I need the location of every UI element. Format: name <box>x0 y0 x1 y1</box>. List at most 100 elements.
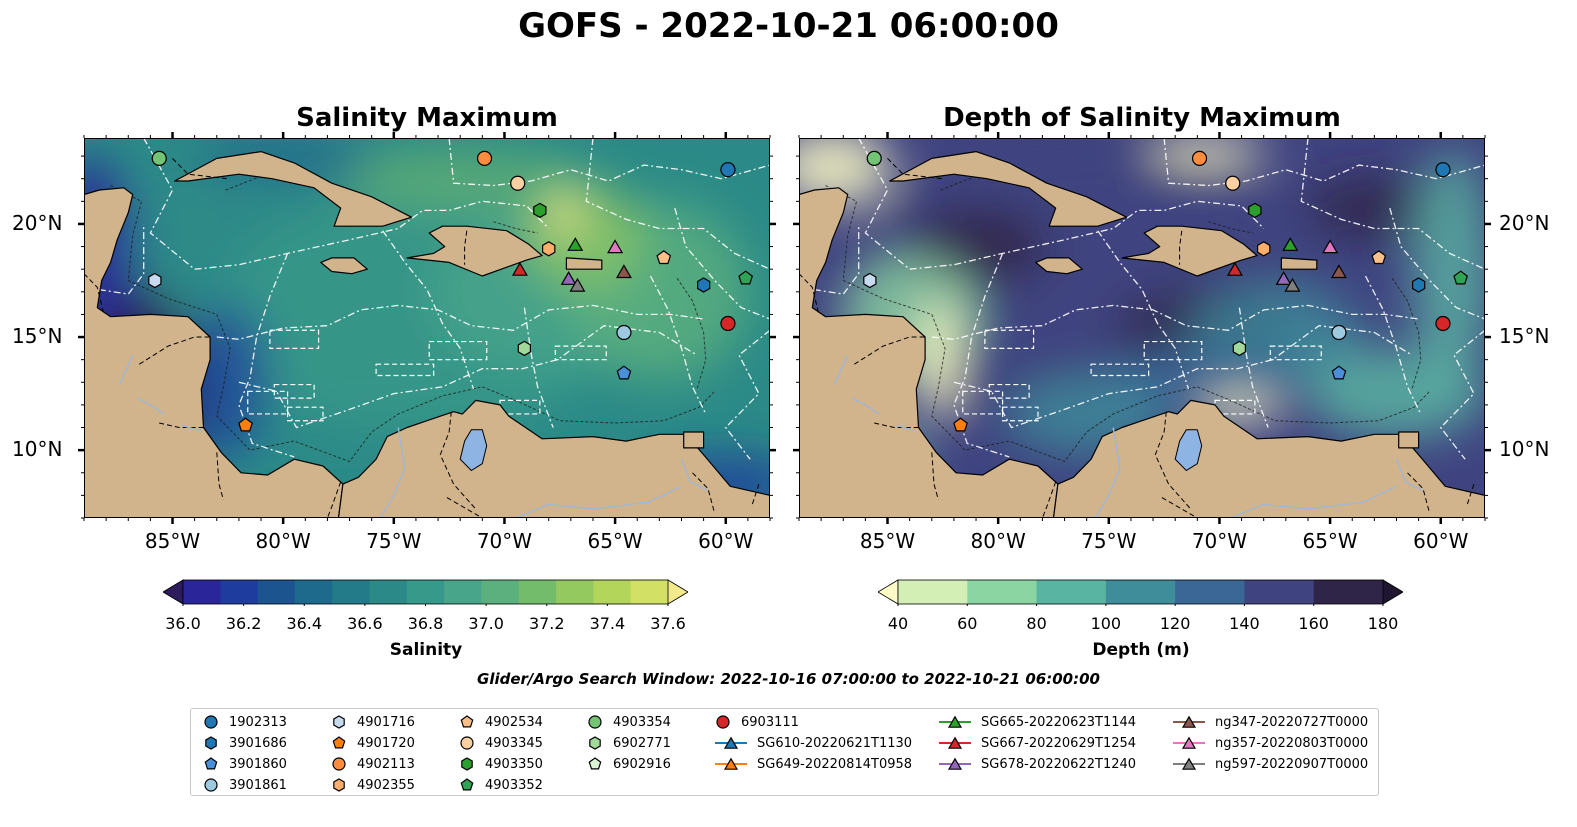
legend-item: SG665-20220623T1144 <box>937 712 1136 732</box>
marker-4903352 <box>738 270 754 285</box>
legend-label: 4903352 <box>485 777 543 793</box>
marker-4901720 <box>238 417 253 432</box>
legend-marker-circle <box>588 715 602 729</box>
legend-label: SG667-20220629T1254 <box>981 735 1137 751</box>
legend-marker-triangle <box>939 736 971 749</box>
colorbar-tick: 37.4 <box>589 614 626 633</box>
salinity-colorbar-label: Salinity <box>389 640 463 660</box>
salinity-map <box>84 138 770 518</box>
marker-3901686 <box>696 277 711 293</box>
legend-marker-triangle <box>1173 736 1205 749</box>
legend-label: ng347-20220727T0000 <box>1215 714 1369 730</box>
legend-label: ng597-20220907T0000 <box>1215 756 1369 772</box>
legend-item: 1902313 <box>201 712 287 732</box>
marker-SG678-20220622T1240 <box>1275 270 1292 285</box>
marker-4902113 <box>1191 150 1208 166</box>
legend-marker-circle <box>204 715 218 729</box>
marker-3901861 <box>616 324 632 341</box>
right-map-ticks <box>793 132 1491 524</box>
colorbar-tick: 36.4 <box>286 614 323 633</box>
legend-label: 4902355 <box>357 777 415 793</box>
legend-label: SG678-20220622T1240 <box>981 756 1137 772</box>
depth-colorbar <box>878 579 1403 606</box>
legend-item: 3901686 <box>201 733 287 753</box>
legend-label: 6903111 <box>741 714 799 730</box>
marker-6903111 <box>1435 315 1451 332</box>
lon-label: 60°W <box>1413 529 1469 553</box>
legend-marker-triangle <box>715 757 747 770</box>
legend-label: SG665-20220623T1144 <box>981 714 1137 730</box>
legend-label: 4903354 <box>613 714 671 730</box>
legend-item: 4902355 <box>329 775 415 795</box>
colorbar-tick: 60 <box>957 614 978 633</box>
marker-ng357-20220803T0000 <box>607 239 624 254</box>
legend-marker-triangle <box>1173 757 1205 770</box>
marker-4903354 <box>866 150 882 166</box>
legend-label: 3901686 <box>229 735 287 751</box>
legend-item: SG649-20220814T0958 <box>713 754 912 774</box>
lon-label: 60°W <box>698 529 754 553</box>
legend-item: 4903350 <box>457 754 543 774</box>
marker-4903354 <box>151 150 167 166</box>
legend-marker-circle <box>204 778 218 792</box>
legend-marker-hexagon <box>589 736 601 750</box>
legend-item: 6903111 <box>713 712 799 732</box>
legend-item: 4903354 <box>585 712 671 732</box>
colorbar-tick: 180 <box>1367 614 1399 633</box>
legend-label: 6902771 <box>613 735 671 751</box>
legend-label: 4901716 <box>357 714 415 730</box>
colorbar-tick: 140 <box>1229 614 1260 633</box>
lon-label: 85°W <box>144 529 201 553</box>
search-window-caption: Glider/Argo Search Window: 2022-10-16 07… <box>477 670 1100 688</box>
marker-1902313 <box>1435 162 1451 178</box>
colorbar-tick: 120 <box>1159 614 1191 633</box>
marker-4903350 <box>1248 202 1262 219</box>
marker-ng357-20220803T0000 <box>1322 239 1339 254</box>
marker-4902534 <box>1371 250 1387 265</box>
marker-4903345 <box>1225 175 1241 191</box>
legend-item: ng357-20220803T0000 <box>1171 733 1368 753</box>
marker-4901716 <box>148 272 162 289</box>
legend-marker-pentagon <box>332 736 346 749</box>
legend-label: 1902313 <box>229 714 287 730</box>
colorbar-tick: 40 <box>887 614 909 633</box>
marker-ng347-20220727T0000 <box>1330 264 1347 279</box>
main-title: GOFS - 2022-10-21 06:00:00 <box>518 6 1059 46</box>
marker-SG667-20220629T1254 <box>511 262 528 276</box>
legend-marker-pentagon <box>460 715 474 728</box>
lat-label: 15°N <box>1499 324 1550 349</box>
left-map-ticks <box>78 132 776 524</box>
legend-label: 6902916 <box>613 756 671 772</box>
marker-3901686 <box>1411 277 1426 293</box>
legend-marker-triangle <box>939 715 971 728</box>
lon-label: 80°W <box>970 529 1026 553</box>
legend-item: 4901716 <box>329 712 415 732</box>
legend-marker-pentagon <box>204 757 218 770</box>
marker-SG665-20220623T1144 <box>1282 237 1299 251</box>
depth-colorbar-label: Depth (m) <box>1092 640 1190 660</box>
marker-4903350 <box>533 202 547 219</box>
legend-item: ng347-20220727T0000 <box>1171 712 1368 732</box>
colorbar-tick: 37.2 <box>528 614 565 633</box>
lat-label: 20°N <box>12 210 63 235</box>
marker-4902355 <box>1257 241 1271 257</box>
legend-label: SG649-20220814T0958 <box>757 756 913 772</box>
marker-6902771 <box>1232 340 1246 357</box>
legend-marker-hexagon <box>461 757 473 771</box>
legend-item: SG610-20220621T1130 <box>713 733 912 753</box>
colorbar-tick: 36.2 <box>225 614 262 633</box>
legend-label: 4902113 <box>357 756 415 772</box>
marker-ng347-20220727T0000 <box>615 264 632 279</box>
colorbar-tick: 160 <box>1298 614 1329 633</box>
lon-label: 80°W <box>255 529 311 553</box>
depth-map <box>799 138 1485 518</box>
lon-label: 65°W <box>587 529 643 553</box>
marker-6903111 <box>720 315 736 332</box>
marker-SG667-20220629T1254 <box>1226 262 1243 276</box>
legend-marker-hexagon <box>333 715 345 729</box>
legend-label: SG610-20220621T1130 <box>757 735 913 751</box>
legend-marker-hexagon <box>205 736 217 750</box>
legend-marker-pentagon <box>588 757 602 770</box>
legend-item: 4903345 <box>457 733 543 753</box>
marker-3901860 <box>1331 365 1347 380</box>
